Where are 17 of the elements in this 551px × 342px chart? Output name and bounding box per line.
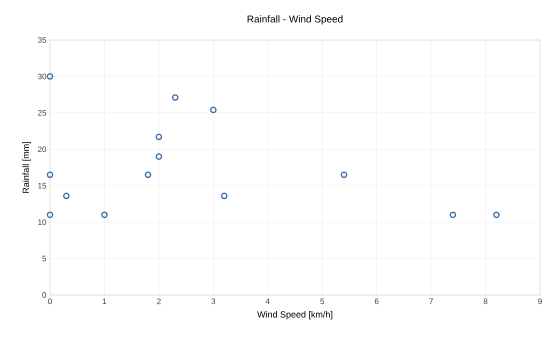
point: [46, 212, 54, 218]
x-axis-title: Wind Speed [km/h]: [257, 311, 332, 320]
point: [450, 212, 456, 218]
y-axis-title: Rainfall [mm]: [22, 142, 31, 193]
point: [156, 153, 162, 160]
point: [156, 134, 162, 140]
point: [172, 94, 179, 101]
point: [340, 171, 348, 178]
point: [101, 212, 108, 218]
point: [493, 212, 500, 218]
point: [144, 171, 152, 178]
point: [46, 73, 54, 80]
point: [63, 192, 70, 200]
point: [220, 192, 228, 200]
point: [210, 106, 217, 114]
point: [46, 171, 54, 178]
chart-title: Rainfall - Wind Speed: [248, 15, 343, 24]
